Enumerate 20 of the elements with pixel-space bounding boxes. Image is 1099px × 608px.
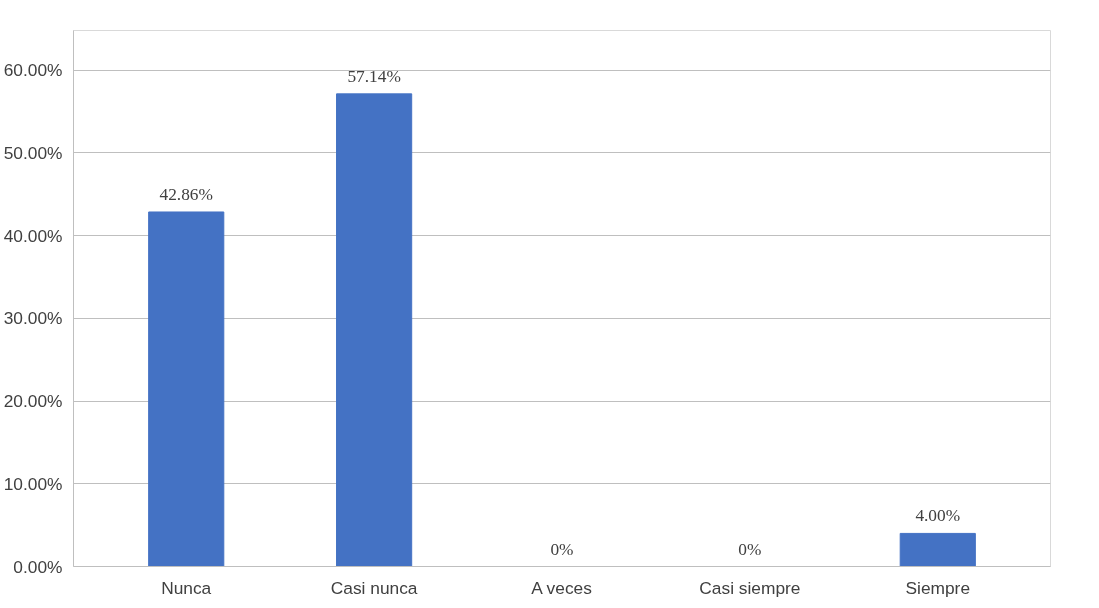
bar	[899, 532, 976, 567]
y-tick-label: 50.00%	[3, 142, 63, 163]
x-tick-label: Nunca	[161, 577, 212, 598]
data-label: 42.86%	[159, 184, 213, 204]
data-label: 4.00%	[915, 506, 961, 526]
data-label: 0%	[550, 539, 574, 559]
y-tick-label: 10.00%	[3, 473, 63, 494]
y-tick-label: 40.00%	[3, 225, 63, 246]
y-tick-label: 0.00%	[13, 556, 63, 577]
bar	[148, 211, 225, 567]
y-tick-label: 60.00%	[3, 60, 63, 81]
x-tick-label: Casi nunca	[330, 577, 418, 598]
data-label: 0%	[738, 539, 762, 559]
x-tick-label: Casi siempre	[699, 577, 801, 598]
x-tick-label: Siempre	[905, 577, 971, 598]
x-tick-label: A veces	[531, 577, 593, 598]
bar	[336, 93, 413, 567]
data-label: 57.14%	[347, 66, 401, 86]
y-tick-label: 30.00%	[3, 308, 63, 329]
y-tick-label: 20.00%	[3, 391, 63, 412]
